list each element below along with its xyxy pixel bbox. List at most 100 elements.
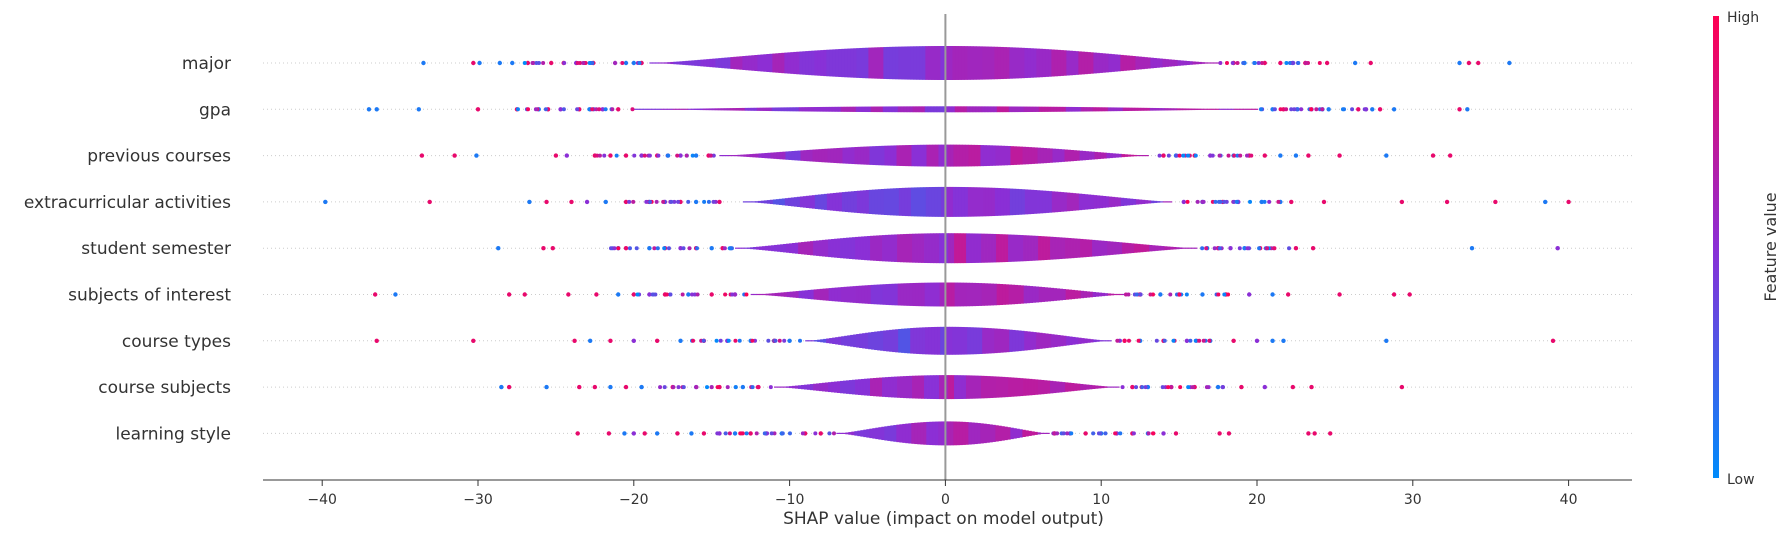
violin-slice <box>969 106 974 113</box>
violin-slice <box>1176 247 1180 250</box>
point-course-subjects <box>681 385 686 390</box>
violin-slice <box>801 384 805 390</box>
violin-slice <box>989 424 993 443</box>
point-gpa <box>603 107 608 112</box>
violin-slice <box>962 421 966 445</box>
violin-slice <box>645 108 650 110</box>
violin-slice <box>1158 108 1163 111</box>
violin-slice <box>849 380 853 395</box>
violin-slice <box>691 60 695 66</box>
violin-slice <box>807 241 811 255</box>
point-previous-courses <box>1193 153 1198 158</box>
violin-slice <box>1015 330 1019 352</box>
violin-slice <box>693 108 698 110</box>
violin-slice <box>946 326 950 355</box>
violin-slice <box>891 376 895 398</box>
point-course-types <box>1201 338 1206 343</box>
violin-slice <box>1131 243 1135 254</box>
violin-slice <box>918 233 922 263</box>
violin-slice <box>733 56 737 70</box>
violin-slice <box>1062 237 1066 259</box>
violin-slice <box>904 187 909 217</box>
violin-slice <box>983 423 987 444</box>
point-previous-courses <box>1238 153 1243 158</box>
violin-slice <box>1048 49 1052 77</box>
violin-slice <box>1093 195 1098 209</box>
violin-slice <box>858 379 862 395</box>
violin-slice <box>831 106 836 112</box>
violin-slice <box>1138 56 1142 70</box>
point-course-types <box>1115 338 1120 343</box>
violin-slice <box>978 375 982 399</box>
violin-slice <box>1198 61 1202 65</box>
violin-slice <box>1201 62 1205 64</box>
violin-slice <box>1122 107 1127 112</box>
violin-slice <box>852 237 856 260</box>
violin-slice <box>1113 107 1118 112</box>
point-learning-style <box>1118 431 1123 436</box>
violin-slice <box>1039 332 1043 349</box>
violin-slice <box>1162 58 1166 68</box>
violin-slice <box>886 330 890 352</box>
violin-slice <box>1065 382 1069 392</box>
violin-slice <box>749 154 753 158</box>
violin-slice <box>1251 108 1256 110</box>
violin-slice <box>913 187 918 217</box>
violin-slice <box>1004 426 1008 441</box>
point-course-types <box>733 338 738 343</box>
violin-slice <box>1037 147 1041 164</box>
point-extracurricular-activities <box>1321 199 1327 205</box>
violin-slice <box>724 57 728 69</box>
point-course-subjects <box>1239 384 1244 390</box>
violin-slice <box>1017 377 1021 397</box>
point-previous-courses <box>1232 153 1237 158</box>
feature-label-previous-courses: previous courses <box>87 147 231 167</box>
violin-slice <box>1143 244 1147 252</box>
point-course-types <box>1550 338 1556 343</box>
violin-slice <box>1108 53 1112 73</box>
violin-slice <box>792 107 797 112</box>
violin-slice <box>992 424 996 442</box>
point-previous-courses <box>642 153 647 158</box>
point-course-subjects <box>623 384 629 390</box>
point-extracurricular-activities <box>1493 199 1498 205</box>
point-previous-courses <box>693 153 699 158</box>
violin-slice <box>763 200 768 204</box>
violin-slice <box>828 239 832 258</box>
violin-slice <box>910 46 914 80</box>
violin-slice <box>886 188 891 216</box>
violin-slice <box>777 107 782 112</box>
violin-slice <box>1114 54 1118 72</box>
violin-slice <box>1153 57 1157 69</box>
violin-slice <box>874 47 878 79</box>
violin-slice <box>974 144 978 167</box>
violin-slice <box>1182 247 1186 249</box>
violin-slice <box>940 46 944 80</box>
violin-slice <box>1045 333 1049 349</box>
point-major <box>1252 61 1257 65</box>
violin-slice <box>940 326 944 355</box>
violin-slice <box>896 424 900 443</box>
point-learning-style <box>1061 431 1066 436</box>
violin-slice <box>897 376 901 398</box>
violin-slice <box>745 201 750 203</box>
violin-slice <box>1093 52 1097 74</box>
violin-slice <box>1107 107 1112 112</box>
violin-slice <box>1020 285 1025 304</box>
violin-slice <box>1137 107 1142 111</box>
point-extracurricular-activities <box>686 199 691 204</box>
violin-slice <box>840 287 845 302</box>
violin-slice <box>940 186 945 217</box>
point-previous-courses <box>595 153 600 158</box>
violin-slice <box>982 327 986 354</box>
violin-slice <box>1179 108 1184 111</box>
violin-slice <box>761 153 765 159</box>
point-previous-courses <box>665 153 670 158</box>
point-course-types <box>1184 338 1190 343</box>
violin-slice <box>1191 108 1196 111</box>
violin-slice <box>1058 149 1062 163</box>
violin-slice <box>1071 383 1075 392</box>
point-major <box>631 60 636 66</box>
violin-slice <box>839 147 843 164</box>
violin-slice <box>811 50 815 76</box>
